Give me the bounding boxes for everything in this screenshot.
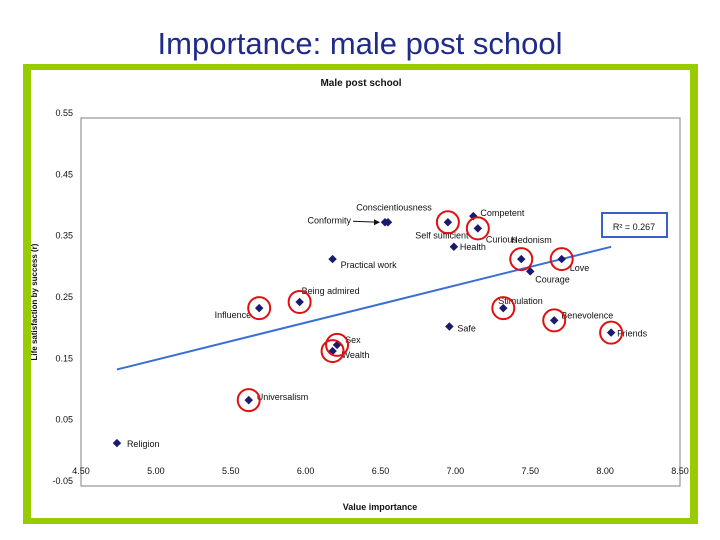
point-label: Safe — [457, 324, 476, 334]
y-tick-label: 0.05 — [55, 415, 73, 425]
data-point — [383, 218, 393, 227]
data-point — [443, 218, 453, 227]
point-label: Curious — [486, 234, 518, 244]
r-squared-label: R² = 0.267 — [613, 222, 655, 232]
data-point — [328, 254, 337, 264]
x-tick-label: 5.00 — [147, 466, 165, 476]
y-tick-label: 0.25 — [55, 292, 73, 302]
slide-title: Importance: male post school — [157, 26, 563, 61]
highlight-circle — [542, 308, 567, 333]
chart-panel: 0.55 0.45 0.35 0.25 0.15 0.05 -0.05 4.50 5.00 5.5… — [23, 64, 698, 524]
highlight-circle — [491, 296, 516, 321]
chart-title: Male post school — [320, 78, 401, 89]
r-squared-box: R² = 0.267 — [601, 212, 668, 238]
y-tick-label: 0.55 — [55, 108, 73, 118]
data-point — [606, 328, 616, 337]
point-label: Conscientiousness — [356, 202, 432, 212]
conformity-arrowhead — [373, 219, 380, 226]
point-label: Competent — [480, 208, 525, 218]
data-point — [499, 303, 508, 313]
data-point — [244, 395, 253, 405]
highlight-circle — [247, 296, 272, 321]
y-tick-label: 0.45 — [55, 169, 73, 179]
data-point — [449, 242, 459, 252]
x-axis-label: Value importance — [343, 502, 418, 512]
highlight-circle — [320, 339, 345, 364]
highlight-circle — [435, 210, 460, 235]
data-point — [112, 438, 122, 448]
x-tick-label: 6.50 — [372, 466, 390, 476]
point-label: Religion — [127, 439, 160, 449]
data-point — [549, 316, 559, 325]
point-label: Being admired — [302, 286, 360, 296]
point-label: Friends — [617, 329, 648, 339]
x-tick-label: 8.50 — [671, 466, 689, 476]
highlight-circle — [325, 332, 350, 357]
y-tick-label: 0.15 — [55, 353, 73, 363]
y-axis-label: Life satisfaction by success (r) — [30, 243, 39, 360]
y-tick-label: 0.35 — [55, 231, 73, 241]
x-tick-label: 8.00 — [596, 466, 614, 476]
chart-area — [31, 70, 690, 518]
data-point — [254, 303, 264, 313]
point-label: Hedonism — [511, 235, 552, 245]
x-tick-label: 7.50 — [521, 466, 539, 476]
point-label: Stimulation — [498, 296, 543, 306]
point-label: Universalism — [257, 392, 309, 402]
y-tick-label: -0.05 — [52, 476, 73, 486]
x-tick-label: 4.50 — [72, 466, 90, 476]
data-point — [295, 297, 304, 307]
point-label: Courage — [535, 274, 570, 284]
point-label: Influence — [215, 310, 252, 320]
highlight-circle — [509, 247, 534, 272]
x-tick-label: 7.00 — [447, 466, 465, 476]
highlight-circle — [465, 216, 490, 241]
point-label: Wealth — [342, 350, 370, 360]
x-tick-label: 6.00 — [297, 466, 315, 476]
highlight-circle — [549, 247, 574, 272]
data-point — [445, 322, 454, 331]
highlight-circle — [599, 320, 624, 345]
point-label: Sex — [345, 335, 361, 345]
highlight-circle — [287, 290, 312, 314]
x-tick-label: 5.50 — [222, 466, 240, 476]
point-label: Self sufficient — [415, 230, 469, 240]
point-label: Health — [460, 242, 486, 252]
point-label: Conformity — [307, 215, 351, 225]
data-point — [473, 224, 483, 233]
scatter-chart: 0.55 0.45 0.35 0.25 0.15 0.05 -0.054.50 5.00 5.5… — [30, 70, 690, 518]
plot-border — [80, 117, 681, 487]
point-label: Practical work — [341, 260, 398, 270]
point-label: Benevolence — [561, 310, 613, 320]
point-label: Love — [570, 263, 590, 273]
highlight-circle — [236, 388, 261, 413]
